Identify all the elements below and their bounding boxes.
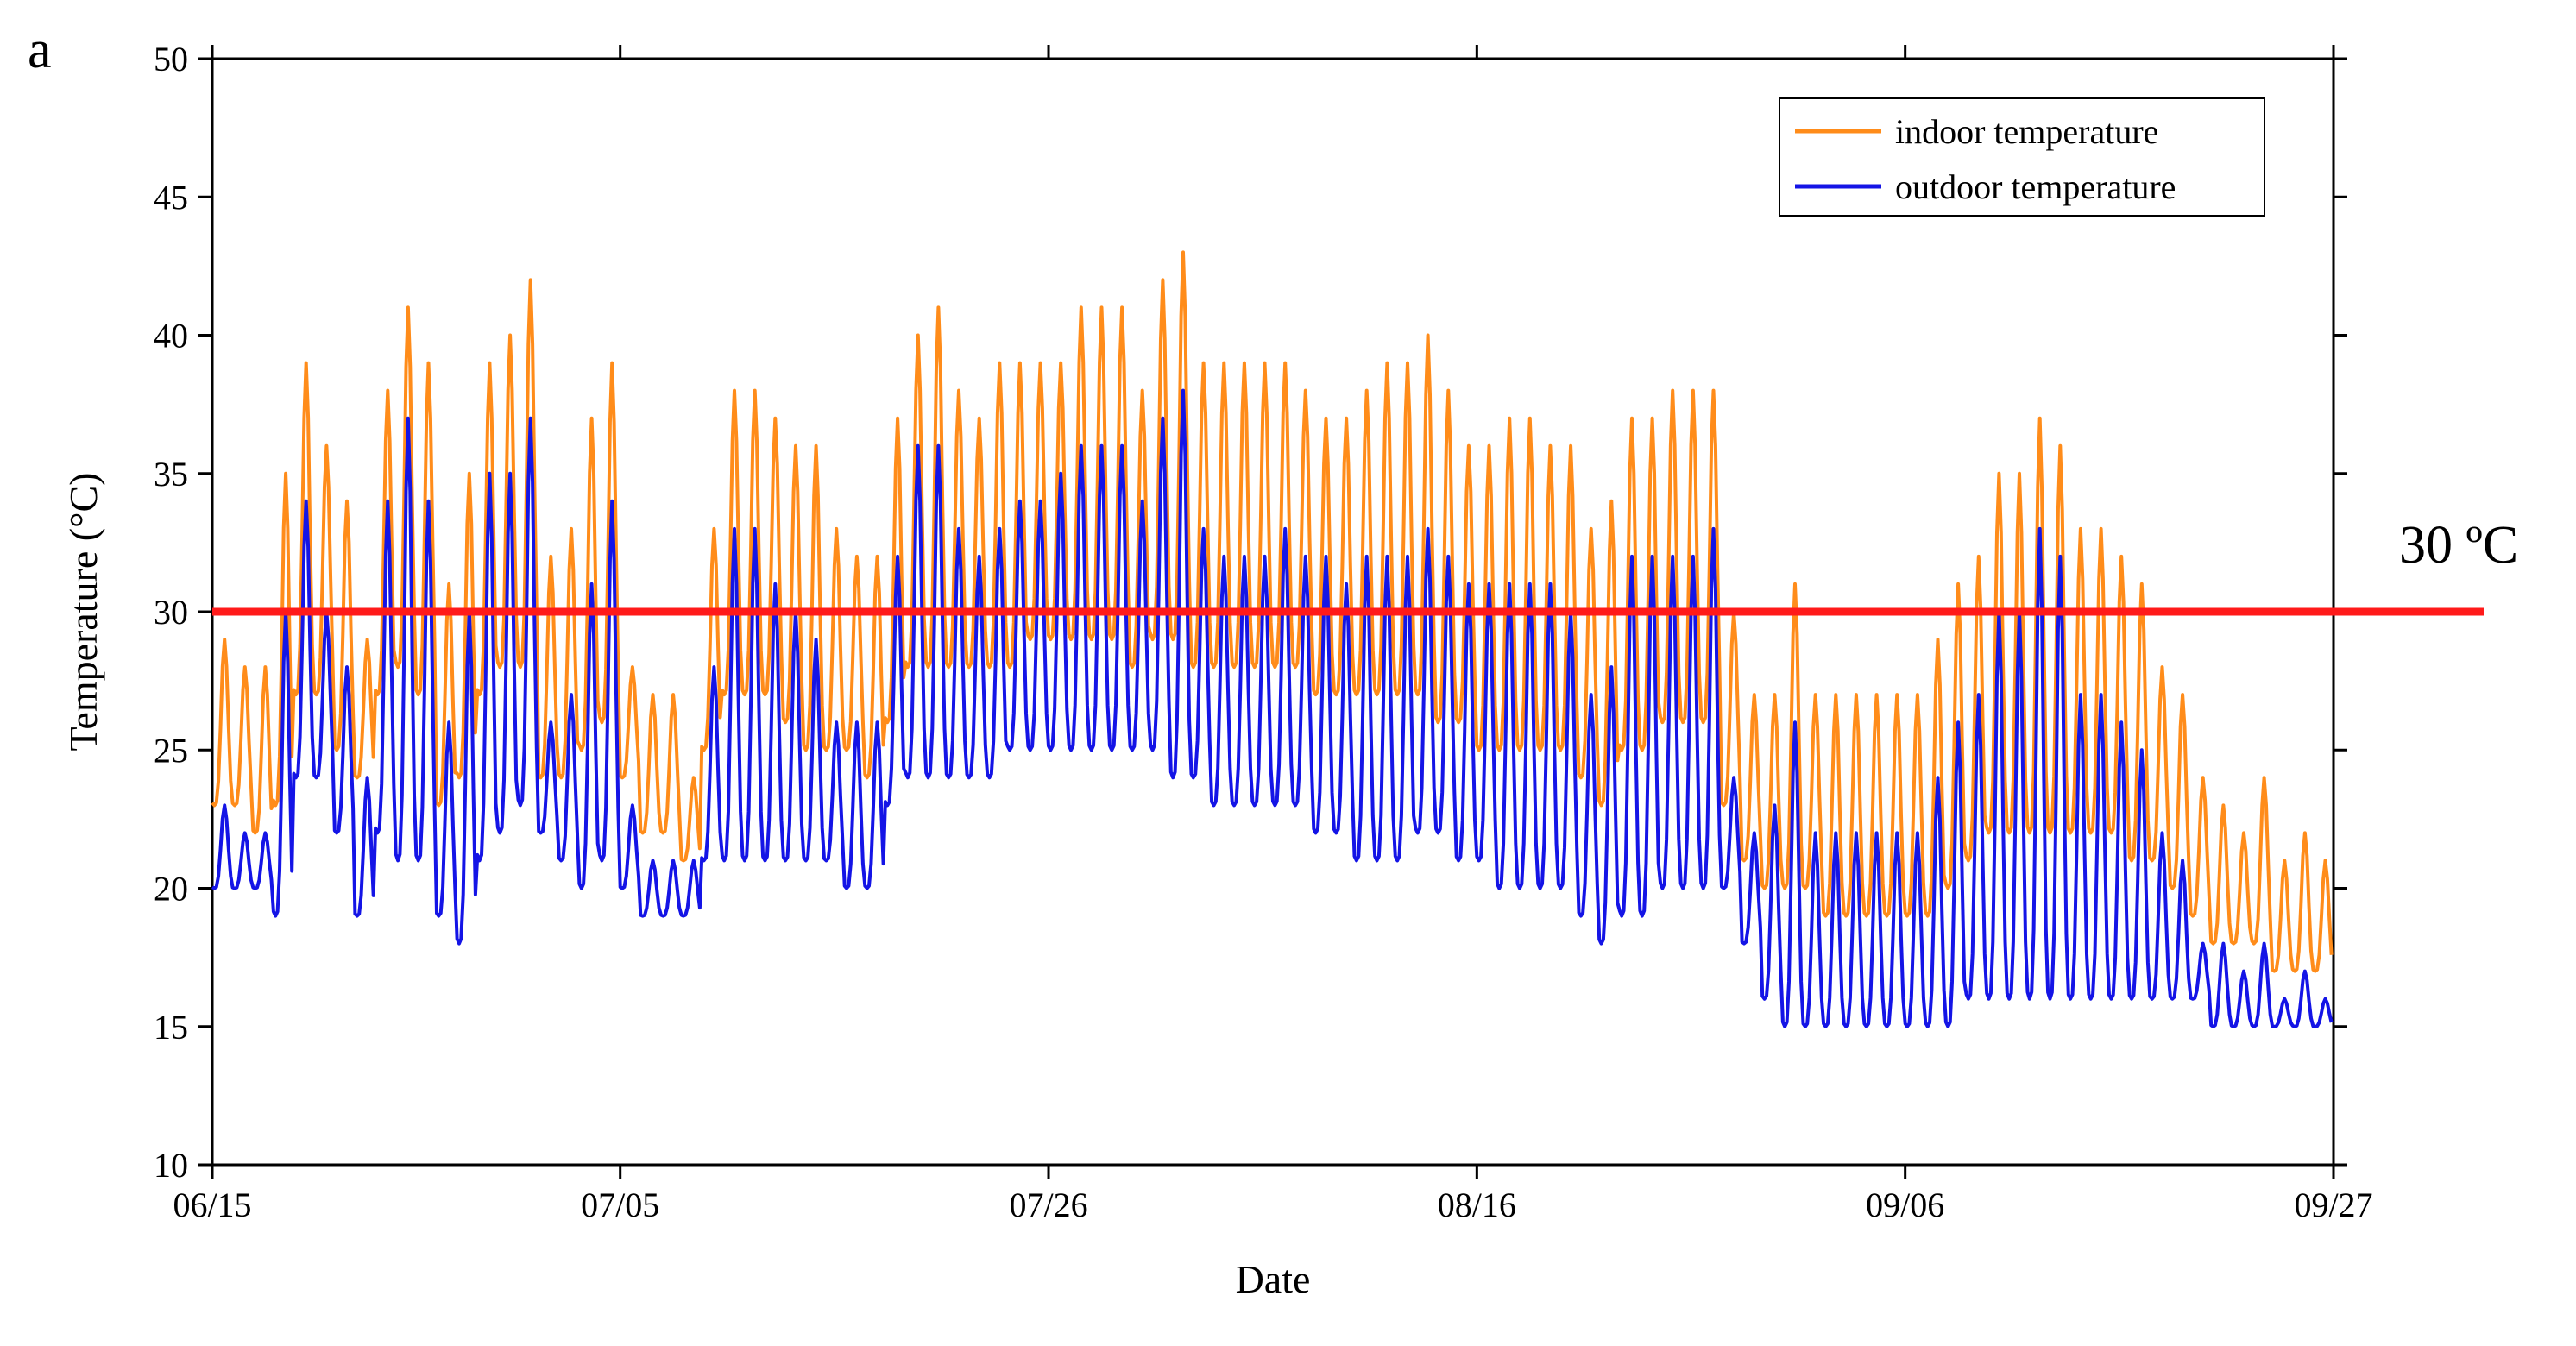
y-tick-label: 15 (154, 1008, 188, 1047)
x-tick-label: 07/26 (1009, 1186, 1087, 1224)
x-tick-label: 09/06 (1866, 1186, 1944, 1224)
y-tick-label: 35 (154, 455, 188, 494)
x-axis-title: Date (1236, 1257, 1311, 1301)
legend-box (1779, 97, 2265, 217)
panel-label: a (28, 21, 52, 79)
y-tick-label: 20 (154, 870, 188, 909)
series-lines (211, 250, 2334, 1028)
reference-line-label: 30 ºC (2399, 516, 2518, 575)
x-tick-label: 06/15 (173, 1186, 251, 1224)
y-axis-title: Temperature (°C) (61, 473, 105, 752)
y-tick-label: 25 (154, 731, 188, 770)
legend-label-outdoor: outdoor temperature (1895, 167, 2176, 206)
x-tick-label: 08/16 (1438, 1186, 1516, 1224)
y-tick-label: 40 (154, 317, 188, 355)
x-tick-label: 09/27 (2294, 1186, 2372, 1224)
series-line-outdoor (211, 388, 2334, 1028)
x-axis: 06/15 07/05 07/26 08/16 09/06 09/27 (173, 45, 2373, 1224)
legend-label-indoor: indoor temperature (1895, 112, 2158, 151)
series-line-indoor (211, 250, 2334, 973)
y-tick-label: 10 (154, 1146, 188, 1185)
legend: indoor temperature outdoor temperature (1779, 97, 2265, 217)
y-tick-label: 50 (154, 40, 188, 79)
y-tick-label: 30 (154, 593, 188, 632)
x-tick-label: 07/05 (581, 1186, 659, 1224)
y-tick-label: 45 (154, 178, 188, 217)
